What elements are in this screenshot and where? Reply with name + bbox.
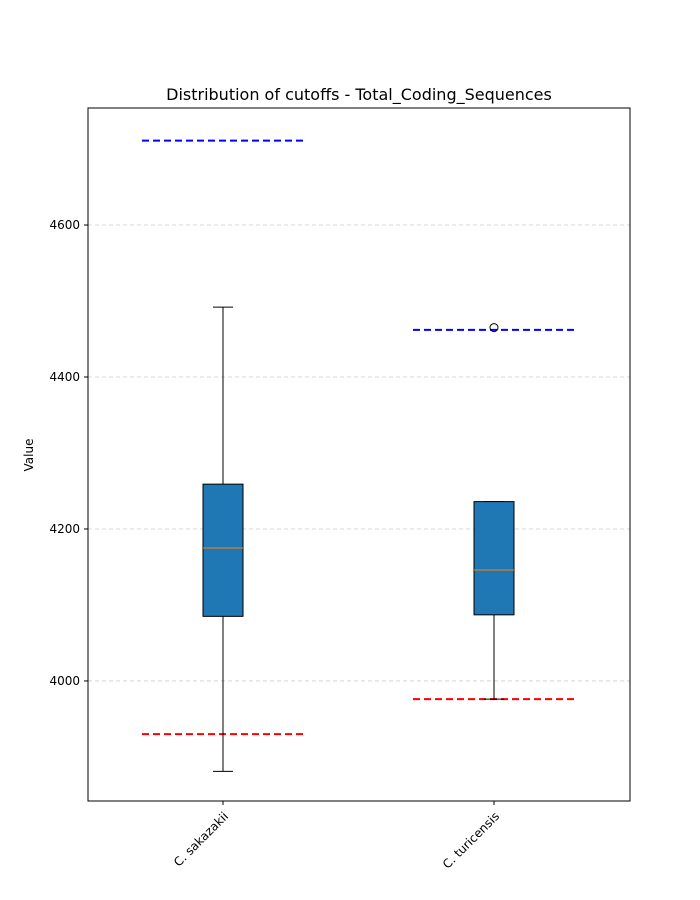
box-body: [473, 501, 515, 616]
axis-ticks: 4000 4200 4400 4600 C. sakazakii C. turicensi…: [49, 218, 502, 871]
y-tick-label: 4400: [49, 370, 80, 384]
boxes: [202, 306, 515, 772]
box-body: [202, 483, 244, 617]
y-axis-label: Value: [22, 439, 36, 472]
plot-frame: [87, 107, 631, 802]
y-tick-label: 4600: [49, 218, 80, 232]
cutoff-lines: [142, 139, 575, 736]
y-tick-label: 4000: [49, 674, 80, 688]
x-tick-label: C. sakazakii: [171, 809, 231, 869]
y-tick-label: 4200: [49, 522, 80, 536]
outlier-point: [489, 323, 499, 333]
chart-title: Distribution of cutoffs - Total_Coding_S…: [166, 85, 552, 105]
grid-lines: [88, 224, 630, 682]
x-tick-label: C. turicensis: [440, 809, 502, 871]
